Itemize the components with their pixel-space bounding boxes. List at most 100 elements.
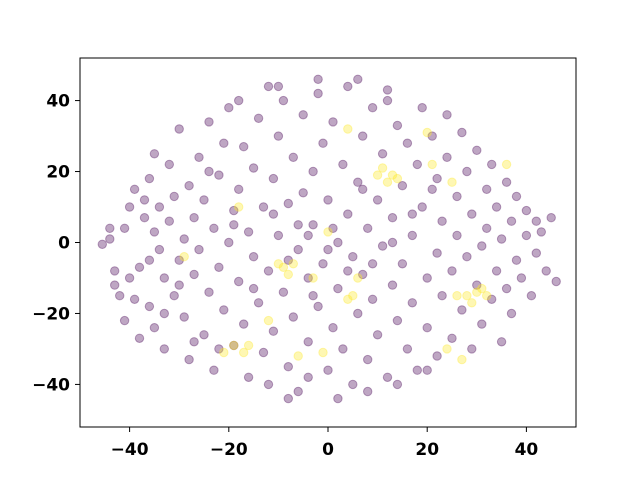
scatter-point-class-0 (531, 216, 541, 226)
scatter-point-class-0 (214, 170, 224, 180)
scatter-point-class-1 (243, 340, 254, 351)
scatter-point-class-0 (268, 209, 279, 219)
scatter-point-class-0 (194, 244, 204, 255)
scatter-point-class-0 (273, 131, 284, 141)
scatter-point-class-0 (288, 312, 298, 322)
scatter-point-class-0 (477, 241, 487, 251)
scatter-point-class-0 (268, 173, 279, 184)
scatter-point-class-0 (353, 177, 363, 187)
y-axis: −40 −20 0 20 40 (32, 92, 80, 395)
scatter-point-class-0 (184, 181, 194, 191)
scatter-point-class-0 (487, 294, 497, 304)
scatter-point-class-0 (402, 344, 413, 354)
scatter-point-class-0 (477, 319, 487, 329)
scatter-point-class-0 (115, 291, 125, 301)
scatter-point-class-0 (348, 252, 358, 262)
scatter-point-class-1 (377, 163, 388, 173)
scatter-point-class-0 (358, 269, 368, 280)
scatter-point-class-0 (159, 308, 170, 319)
scatter-point-class-0 (174, 280, 184, 290)
scatter-point-class-0 (209, 365, 219, 375)
scatter-point-class-1 (234, 202, 244, 212)
scatter-point-class-0 (442, 110, 452, 120)
scatter-point-class-0 (521, 230, 532, 241)
scatter-point-class-0 (333, 237, 343, 248)
scatter-point-class-0 (273, 81, 284, 92)
points-layer (97, 74, 561, 404)
scatter-point-class-0 (397, 259, 408, 269)
scatter-point-class-0 (516, 273, 527, 283)
scatter-point-class-1 (353, 273, 363, 283)
scatter-point-class-0 (338, 344, 348, 354)
scatter-point-class-0 (328, 323, 338, 333)
scatter-point-class-0 (422, 323, 432, 333)
scatter-point-class-1 (442, 344, 452, 354)
scatter-point-class-1 (308, 273, 318, 283)
scatter-point-class-0 (129, 294, 140, 304)
scatter-point-class-0 (293, 220, 303, 230)
scatter-point-class-0 (546, 213, 556, 223)
scatter-point-class-0 (243, 372, 254, 382)
scatter-point-class-0 (482, 184, 492, 195)
scatter-point-class-0 (462, 166, 472, 177)
scatter-point-class-0 (273, 230, 284, 241)
scatter-point-class-0 (154, 202, 165, 212)
scatter-point-class-0 (382, 85, 393, 95)
scatter-point-class-0 (536, 227, 546, 237)
scatter-point-class-0 (105, 223, 115, 234)
scatter-point-class-0 (422, 273, 432, 283)
scatter-point-class-0 (194, 152, 204, 163)
scatter-point-class-0 (387, 237, 398, 248)
scatter-point-class-0 (343, 266, 353, 276)
scatter-point-class-0 (199, 195, 209, 205)
scatter-point-class-0 (363, 386, 373, 397)
scatter-point-class-0 (263, 266, 274, 276)
scatter-point-class-1 (318, 347, 328, 358)
scatter-point-class-0 (551, 276, 561, 287)
scatter-point-class-0 (313, 74, 323, 85)
scatter-point-class-0 (124, 273, 135, 283)
scatter-point-class-0 (472, 145, 482, 156)
scatter-point-class-0 (496, 234, 507, 244)
scatter-point-class-0 (407, 209, 417, 219)
scatter-point-class-0 (348, 379, 358, 390)
scatter-point-class-0 (119, 315, 130, 326)
scatter-point-class-0 (219, 305, 229, 315)
scatter-point-class-0 (427, 184, 437, 195)
scatter-point-class-0 (432, 351, 442, 361)
scatter-point-class-0 (531, 248, 541, 258)
scatter-point-class-0 (189, 269, 199, 280)
scatter-point-class-0 (308, 220, 318, 230)
x-tick-label: 40 (515, 440, 539, 460)
y-tick-label: −40 (32, 375, 70, 395)
scatter-point-class-1 (348, 291, 358, 301)
scatter-point-class-0 (462, 252, 472, 262)
scatter-point-class-0 (214, 262, 224, 272)
scatter-point-class-1 (452, 291, 462, 301)
scatter-point-class-0 (506, 216, 517, 226)
scatter-point-class-0 (328, 223, 338, 234)
scatter-point-class-0 (189, 337, 199, 347)
scatter-point-class-0 (501, 177, 512, 187)
scatter-point-class-0 (472, 280, 482, 290)
scatter-point-class-0 (372, 330, 383, 340)
scatter-point-class-0 (214, 344, 224, 354)
scatter-point-class-0 (263, 379, 274, 390)
scatter-point-class-0 (397, 181, 408, 191)
scatter-point-class-0 (412, 365, 422, 375)
scatter-point-class-0 (491, 202, 502, 212)
scatter-point-class-0 (447, 266, 457, 276)
scatter-point-class-0 (278, 95, 289, 106)
scatter-point-class-0 (323, 244, 333, 255)
scatter-point-class-0 (169, 291, 179, 301)
scatter-point-class-0 (224, 103, 234, 113)
scatter-point-class-0 (506, 308, 517, 319)
scatter-point-class-0 (219, 138, 229, 148)
scatter-point-class-0 (209, 223, 219, 234)
scatter-point-class-1 (278, 262, 289, 272)
scatter-point-class-0 (491, 266, 502, 276)
scatter-point-class-0 (328, 117, 338, 127)
scatter-point-class-0 (308, 291, 318, 301)
scatter-point-class-0 (303, 230, 313, 241)
